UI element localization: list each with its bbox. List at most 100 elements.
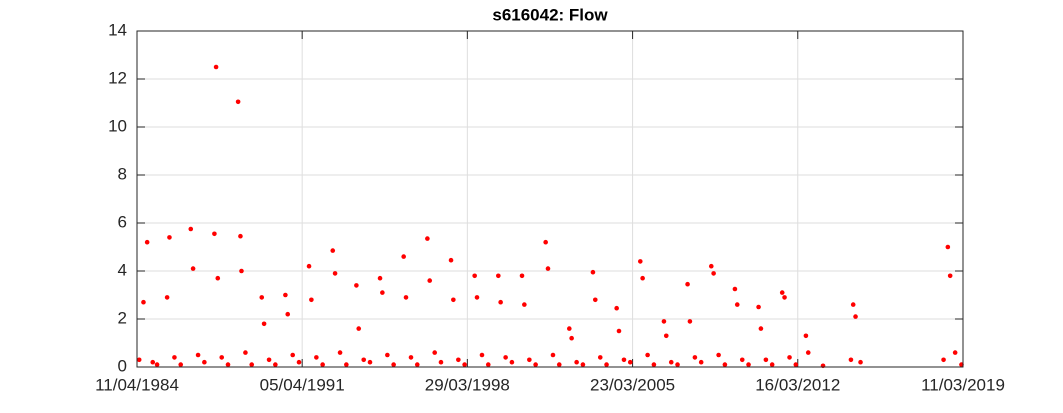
point: [522, 302, 527, 307]
x-tick-label: 05/04/1991: [260, 375, 345, 394]
point: [296, 359, 302, 365]
point: [243, 350, 248, 355]
point: [141, 299, 146, 305]
point: [692, 355, 698, 360]
point: [136, 357, 142, 363]
plot-frame: [136, 30, 964, 368]
point: [261, 321, 267, 327]
point: [367, 359, 373, 365]
point: [651, 362, 657, 367]
y-tick-label: 8: [118, 164, 127, 183]
point: [377, 275, 383, 281]
point: [479, 352, 485, 358]
point: [432, 350, 438, 355]
point: [380, 290, 385, 295]
point: [661, 319, 667, 324]
point: [314, 355, 319, 360]
x-tick-label: 11/04/1984: [95, 375, 179, 394]
point: [716, 352, 721, 358]
point: [273, 362, 278, 367]
point: [496, 273, 501, 279]
point: [739, 357, 745, 363]
y-tick-label: 2: [118, 308, 127, 327]
point: [144, 239, 150, 245]
point: [569, 335, 574, 341]
point: [249, 362, 255, 367]
point: [556, 362, 562, 367]
point: [306, 263, 312, 269]
point: [438, 359, 444, 365]
x-tick-label: 29/03/1998: [425, 375, 510, 394]
point: [527, 357, 532, 363]
point: [621, 357, 627, 363]
point: [403, 295, 409, 300]
point: [668, 359, 674, 365]
y-tick-label: 12: [108, 68, 127, 87]
point: [485, 362, 491, 367]
point: [627, 359, 633, 365]
point: [202, 359, 207, 365]
point: [787, 355, 792, 360]
point: [722, 362, 728, 367]
point: [590, 269, 596, 275]
point: [746, 362, 751, 367]
point: [212, 231, 217, 237]
point: [239, 268, 244, 274]
point: [225, 362, 231, 367]
point: [614, 305, 619, 311]
point: [850, 302, 856, 307]
point: [425, 236, 430, 241]
point: [687, 319, 693, 324]
chart-title: s616042: Flow: [492, 5, 608, 24]
point: [337, 350, 343, 355]
point: [574, 359, 579, 365]
point: [391, 362, 396, 367]
point: [356, 326, 362, 331]
point: [285, 311, 291, 317]
y-tick-label: 0: [118, 356, 127, 375]
point: [219, 355, 225, 360]
point: [290, 352, 296, 358]
point: [645, 352, 650, 358]
point: [858, 359, 863, 365]
point: [235, 99, 241, 105]
point: [604, 362, 609, 367]
point: [344, 362, 349, 367]
point: [408, 355, 414, 360]
point: [283, 292, 288, 298]
point: [616, 328, 622, 334]
point: [640, 275, 645, 281]
point: [259, 295, 265, 300]
point: [848, 357, 854, 363]
point: [545, 266, 551, 271]
point: [803, 333, 809, 339]
point: [711, 271, 716, 276]
point: [663, 333, 669, 339]
point: [164, 295, 170, 300]
point: [597, 355, 603, 360]
point: [592, 297, 598, 303]
point: [637, 259, 643, 264]
point: [580, 362, 586, 367]
point: [698, 359, 704, 365]
point: [952, 350, 958, 355]
point: [385, 352, 390, 358]
point: [763, 357, 769, 363]
point: [550, 352, 556, 358]
x-tick-label: 23/03/2005: [590, 375, 675, 394]
point: [472, 273, 477, 279]
point: [945, 244, 951, 250]
y-tick-label: 6: [118, 212, 127, 231]
point: [448, 257, 454, 263]
point: [456, 357, 461, 363]
point: [474, 295, 480, 300]
point: [793, 362, 799, 367]
point: [195, 352, 201, 358]
point: [167, 235, 172, 240]
point: [401, 254, 406, 259]
y-tick-label: 14: [108, 20, 127, 39]
point: [732, 286, 738, 292]
point: [309, 297, 314, 303]
point: [685, 281, 690, 287]
